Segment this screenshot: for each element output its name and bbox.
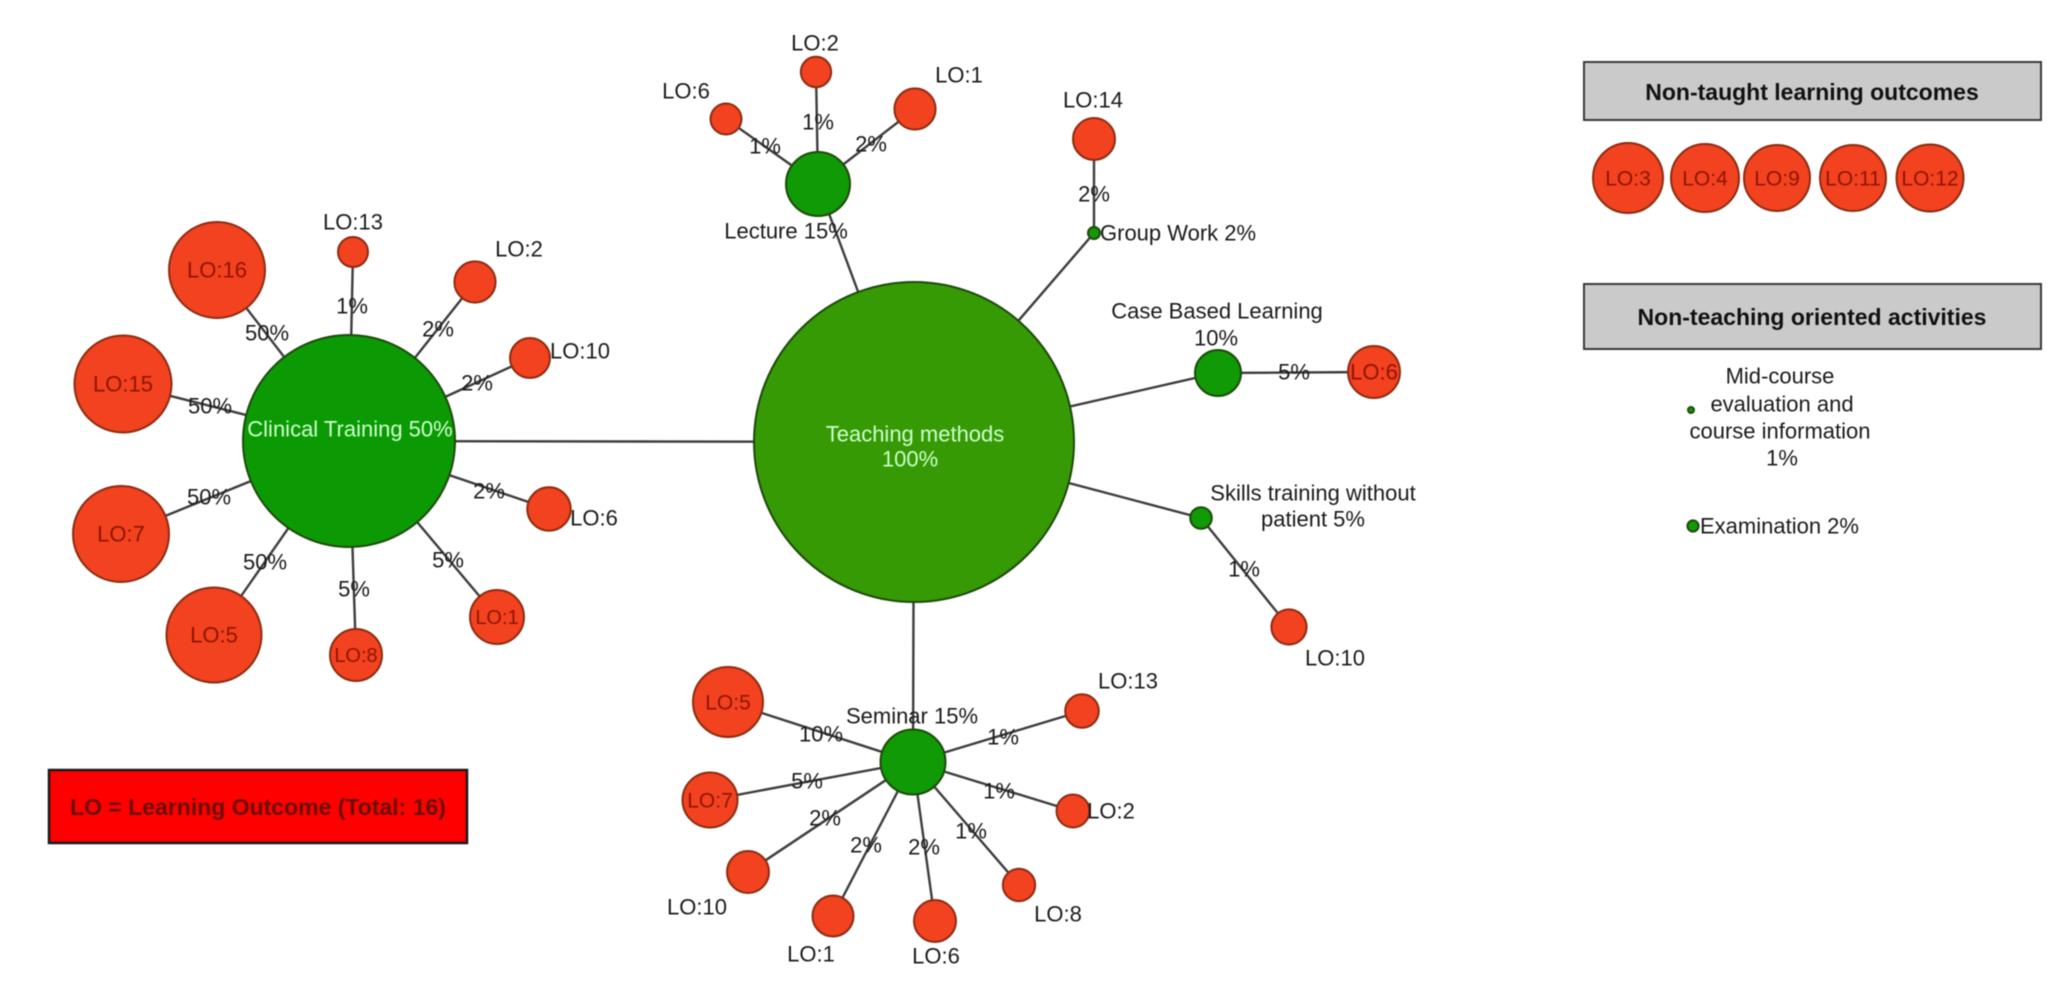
svg-text:2%: 2% (855, 132, 887, 157)
svg-text:patient 5%: patient 5% (1261, 507, 1365, 532)
svg-text:2%: 2% (422, 317, 454, 342)
svg-text:Clinical Training 50%: Clinical Training 50% (247, 417, 452, 442)
svg-text:LO:6: LO:6 (1350, 360, 1398, 385)
svg-text:LO:10: LO:10 (550, 339, 610, 364)
svg-text:10%: 10% (1194, 326, 1238, 351)
svg-text:50%: 50% (188, 394, 232, 419)
svg-text:1%: 1% (336, 294, 368, 319)
svg-text:LO:6: LO:6 (662, 79, 710, 104)
svg-text:LO:13: LO:13 (1098, 669, 1158, 694)
svg-text:50%: 50% (245, 321, 289, 346)
svg-text:5%: 5% (1278, 360, 1310, 385)
svg-text:LO:9: LO:9 (1754, 167, 1800, 190)
svg-text:1%: 1% (983, 779, 1015, 804)
svg-text:5%: 5% (338, 577, 370, 602)
svg-text:Case Based Learning: Case Based Learning (1111, 299, 1323, 324)
svg-text:LO:3: LO:3 (1605, 167, 1651, 190)
svg-text:2%: 2% (850, 833, 882, 858)
svg-text:2%: 2% (461, 371, 493, 396)
svg-text:Non-teaching oriented activiti: Non-teaching oriented activities (1638, 304, 1987, 330)
svg-text:LO:1: LO:1 (935, 63, 983, 88)
svg-text:1%: 1% (1228, 557, 1260, 582)
svg-text:LO:7: LO:7 (687, 789, 733, 812)
svg-text:LO:12: LO:12 (1901, 167, 1958, 190)
svg-text:LO:15: LO:15 (93, 372, 153, 397)
svg-text:LO:14: LO:14 (1063, 88, 1123, 113)
svg-text:Seminar 15%: Seminar 15% (846, 704, 978, 729)
svg-text:1%: 1% (749, 134, 781, 159)
svg-text:1%: 1% (987, 725, 1019, 750)
svg-text:LO:16: LO:16 (187, 258, 247, 283)
svg-text:5%: 5% (791, 769, 823, 794)
svg-text:2%: 2% (908, 835, 940, 860)
svg-text:LO:5: LO:5 (705, 691, 751, 714)
svg-text:LO:13: LO:13 (323, 210, 383, 235)
svg-text:Group Work 2%: Group Work 2% (1100, 221, 1256, 246)
svg-text:LO:10: LO:10 (667, 895, 727, 920)
svg-text:2%: 2% (473, 479, 505, 504)
svg-text:Lecture 15%: Lecture 15% (724, 219, 848, 244)
svg-text:LO:1: LO:1 (787, 942, 835, 967)
svg-text:50%: 50% (243, 550, 287, 575)
svg-text:LO:8: LO:8 (334, 645, 377, 667)
svg-text:LO:2: LO:2 (495, 237, 543, 262)
svg-text:LO:11: LO:11 (1825, 167, 1881, 190)
svg-text:1%: 1% (802, 110, 834, 135)
svg-text:LO:2: LO:2 (1087, 799, 1135, 824)
svg-text:5%: 5% (432, 548, 464, 573)
svg-text:Teaching methods: Teaching methods (826, 422, 1005, 447)
svg-text:1%: 1% (955, 819, 987, 844)
svg-text:LO:7: LO:7 (97, 522, 145, 547)
svg-text:evaluation and: evaluation and (1710, 392, 1853, 417)
svg-text:LO:4: LO:4 (1682, 167, 1728, 190)
svg-text:Skills training without: Skills training without (1210, 481, 1415, 506)
svg-text:10%: 10% (799, 722, 843, 747)
svg-text:LO:8: LO:8 (1034, 902, 1082, 927)
svg-text:LO:2: LO:2 (791, 31, 839, 56)
svg-text:LO:5: LO:5 (190, 623, 238, 648)
svg-text:2%: 2% (809, 806, 841, 831)
svg-text:Examination 2%: Examination 2% (1700, 514, 1859, 539)
svg-text:course information: course information (1690, 419, 1871, 444)
svg-text:50%: 50% (187, 485, 231, 510)
svg-text:2%: 2% (1078, 182, 1110, 207)
svg-text:LO:6: LO:6 (570, 506, 618, 531)
svg-text:LO:6: LO:6 (912, 944, 960, 969)
svg-text:LO:1: LO:1 (475, 607, 518, 629)
svg-text:100%: 100% (882, 447, 938, 472)
svg-text:Mid-course: Mid-course (1726, 364, 1835, 389)
svg-text:1%: 1% (1766, 446, 1798, 471)
svg-text:LO:10: LO:10 (1305, 646, 1365, 671)
svg-text:Non-taught learning outcomes: Non-taught learning outcomes (1645, 79, 1979, 105)
svg-text:LO = Learning Outcome (Total:: LO = Learning Outcome (Total: 16) (70, 794, 446, 820)
